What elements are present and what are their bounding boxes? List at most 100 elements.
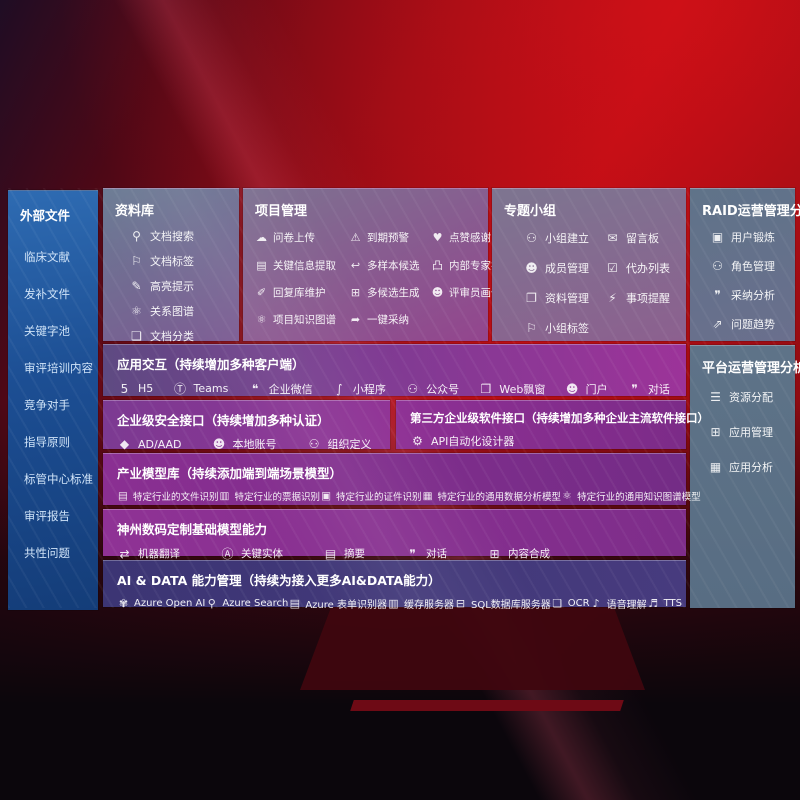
item-official-account[interactable]: ⚇ 公众号 bbox=[405, 381, 459, 397]
item-ad-aad-auth[interactable]: ◆ AD/AAD bbox=[117, 437, 182, 451]
member-manage-label: 成员管理 bbox=[545, 262, 589, 275]
item-item-reminder[interactable]: ⚡ 事项提醒 bbox=[605, 290, 686, 306]
item-tts[interactable]: ♬ TTS bbox=[647, 597, 682, 610]
azure-form-recognizer-label: Azure 表单识别器 bbox=[305, 600, 387, 611]
item-app-analysis[interactable]: ▦ 应用分析 bbox=[708, 459, 795, 475]
item-message-board[interactable]: ✉ 留言板 bbox=[605, 230, 686, 246]
item-user-refinement[interactable]: ▣ 用户锻炼 bbox=[710, 229, 795, 245]
item-portal[interactable]: ☻ 门户 bbox=[565, 381, 608, 397]
item-web-popup[interactable]: ❐ Web飘窗 bbox=[478, 381, 546, 397]
teams-client-icon: Ⓣ bbox=[174, 382, 187, 396]
item-issue-trend[interactable]: ⇗ 问题趋势 bbox=[710, 316, 795, 332]
item-industry-id-recognition[interactable]: ▣ 特定行业的证件识别 bbox=[320, 489, 422, 503]
item-azure-form-recognizer[interactable]: ▤ Azure 表单识别器 bbox=[288, 596, 387, 611]
item-cache-server[interactable]: ▥ 缓存服务器 bbox=[387, 596, 454, 611]
resource-allocation-icon: ☰ bbox=[710, 390, 721, 404]
item-content-synthesis[interactable]: ⊞ 内容合成 bbox=[487, 546, 550, 561]
item-adoption-analysis[interactable]: ❞ 采纳分析 bbox=[710, 287, 795, 303]
multi-sample-candidate-icon: ↩ bbox=[350, 258, 361, 272]
item-teams-client[interactable]: Ⓣ Teams bbox=[173, 380, 228, 397]
item-doc-search[interactable]: ⚲ 文档搜索 bbox=[129, 228, 239, 244]
key-info-extract-icon: ▤ bbox=[256, 258, 267, 272]
item-todo-list[interactable]: ☑ 代办列表 bbox=[605, 260, 686, 276]
item-h5-client[interactable]: 5 H5 bbox=[117, 382, 154, 396]
ocr-icon: ❏ bbox=[552, 597, 563, 610]
item-relation-graph[interactable]: ⚛ 关系图谱 bbox=[129, 303, 239, 319]
azure-form-recognizer-icon: ▤ bbox=[289, 597, 301, 610]
item-review-training-content[interactable]: 审评培训内容 bbox=[24, 360, 98, 376]
item-summary[interactable]: ▤ 摘要 bbox=[323, 546, 365, 561]
azure-search-icon: ⚲ bbox=[207, 597, 216, 610]
item-wecom-client[interactable]: ❝ 企业微信 bbox=[248, 381, 313, 397]
item-api-auto-designer[interactable]: ⚙ API自动化设计器 bbox=[410, 433, 514, 449]
item-sql-db-server[interactable]: ⊟ SQL数据库服务器 bbox=[454, 596, 551, 611]
industry-id-recognition-icon: ▣ bbox=[321, 490, 331, 502]
item-common-issues[interactable]: 共性问题 bbox=[24, 545, 98, 561]
item-org-definition[interactable]: ⚇ 组织定义 bbox=[307, 436, 372, 452]
item-dialogue-capability[interactable]: ❞ 对话 bbox=[405, 546, 447, 561]
item-resource-allocation[interactable]: ☰ 资源分配 bbox=[708, 389, 795, 405]
item-survey-upload[interactable]: ☁ 问卷上传 bbox=[255, 230, 349, 245]
item-group-create[interactable]: ⚇ 小组建立 bbox=[524, 230, 605, 246]
multi-candidate-gen-label: 多候选生成 bbox=[367, 287, 420, 299]
item-azure-search[interactable]: ⚲ Azure Search bbox=[205, 597, 289, 610]
item-azure-openai[interactable]: ✾ Azure Open AI bbox=[117, 597, 205, 610]
item-industry-invoice-recognition[interactable]: ▥ 特定行业的票据识别 bbox=[219, 489, 321, 503]
item-one-click-adopt[interactable]: ➦ 一键采纳 bbox=[349, 312, 431, 327]
item-key-info-extract[interactable]: ▤ 关键信息提取 bbox=[255, 257, 349, 273]
item-industry-data-analysis-model[interactable]: ▦ 特定行业的通用数据分析模型 bbox=[422, 489, 561, 503]
doc-search-icon: ⚲ bbox=[132, 229, 141, 243]
local-account-label: 本地账号 bbox=[232, 438, 277, 451]
doc-tags-label: 文档标签 bbox=[150, 255, 194, 268]
item-keyword-pool[interactable]: 关键字池 bbox=[24, 323, 98, 339]
item-industry-knowledge-graph-model[interactable]: ⚛ 特定行业的通用知识图谱模型 bbox=[561, 489, 700, 503]
key-entities-label: 关键实体 bbox=[241, 548, 283, 560]
item-clinical-literature[interactable]: 临床文献 bbox=[24, 249, 98, 265]
content-synthesis-icon: ⊞ bbox=[489, 546, 500, 561]
item-guidelines[interactable]: 指导原则 bbox=[24, 434, 98, 450]
item-doc-classify[interactable]: ❏ 文档分类 bbox=[129, 328, 239, 344]
item-due-warning[interactable]: ⚠ 到期预警 bbox=[349, 230, 431, 245]
group-tags-label: 小组标签 bbox=[545, 322, 589, 335]
item-machine-translation[interactable]: ⇄ 机器翻译 bbox=[117, 546, 180, 561]
item-material-manage[interactable]: ❐ 资料管理 bbox=[524, 290, 605, 306]
sidebar-external-files: 外部文件 临床文献 发补文件 关键字池 审评培训内容 竞争对手 指导原则 标管中心标准 审评报… bbox=[8, 190, 98, 610]
background-bar bbox=[350, 700, 624, 711]
item-review-reports[interactable]: 审评报告 bbox=[24, 508, 98, 524]
item-dialogue-client[interactable]: ❞ 对话 bbox=[627, 381, 670, 397]
official-account-label: 公众号 bbox=[426, 382, 460, 396]
item-speech-understanding[interactable]: ♪ 语音理解 bbox=[590, 596, 647, 611]
item-multi-sample-candidate[interactable]: ↩ 多样本候选 bbox=[349, 257, 431, 273]
item-local-account[interactable]: ☻ 本地账号 bbox=[212, 436, 277, 452]
item-highlight-hint[interactable]: ✎ 高亮提示 bbox=[129, 278, 239, 294]
item-reply-lib-maintain[interactable]: ✐ 回复库维护 bbox=[255, 285, 349, 300]
item-app-manage[interactable]: ⊞ 应用管理 bbox=[708, 424, 795, 440]
item-supplement-files[interactable]: 发补文件 bbox=[24, 286, 98, 302]
item-project-knowledge-graph[interactable]: ⚛ 项目知识图谱 bbox=[255, 312, 349, 327]
item-csc-center-standards[interactable]: 标管中心标准 bbox=[24, 471, 98, 487]
web-popup-icon: ❐ bbox=[480, 381, 492, 396]
internal-expert-ranking-icon: 凸 bbox=[432, 259, 443, 272]
app-analysis-label: 应用分析 bbox=[729, 461, 773, 474]
item-reviewer-profile[interactable]: ☻ 评审员画像 bbox=[431, 285, 512, 300]
item-doc-tags[interactable]: ⚐ 文档标签 bbox=[129, 253, 239, 269]
item-key-entities[interactable]: Ⓐ 关键实体 bbox=[220, 545, 283, 562]
item-member-manage[interactable]: ☻ 成员管理 bbox=[524, 260, 605, 276]
item-mini-program[interactable]: ∫ 小程序 bbox=[332, 381, 386, 397]
review-training-content-label: 审评培训内容 bbox=[24, 361, 93, 375]
h5-client-label: H5 bbox=[138, 382, 154, 395]
row-security-interface: 企业级安全接口（持续增加多种认证） ◆ AD/AAD ☻ 本地账号 ⚇ 组织定义 bbox=[103, 400, 390, 452]
reviewer-profile-icon: ☻ bbox=[431, 286, 444, 299]
item-multi-candidate-gen[interactable]: ⊞ 多候选生成 bbox=[349, 285, 431, 300]
item-group-tags[interactable]: ⚐ 小组标签 bbox=[524, 320, 605, 336]
item-like-thanks[interactable]: ♥ 点赞感谢 bbox=[431, 230, 512, 245]
sql-db-server-icon: ⊟ bbox=[455, 597, 466, 610]
row-thirdparty-interface: 第三方企业级软件接口（持续增加多种企业主流软件接口） ⚙ API自动化设计器 bbox=[396, 400, 709, 449]
industry-id-recognition-label: 特定行业的证件识别 bbox=[336, 492, 422, 503]
item-ocr[interactable]: ❏ OCR bbox=[551, 597, 589, 610]
item-competitors[interactable]: 竞争对手 bbox=[24, 397, 98, 413]
item-industry-doc-recognition[interactable]: ▤ 特定行业的文件识别 bbox=[117, 489, 218, 503]
industry-invoice-recognition-label: 特定行业的票据识别 bbox=[234, 492, 321, 503]
item-role-manage[interactable]: ⚇ 角色管理 bbox=[710, 258, 795, 274]
